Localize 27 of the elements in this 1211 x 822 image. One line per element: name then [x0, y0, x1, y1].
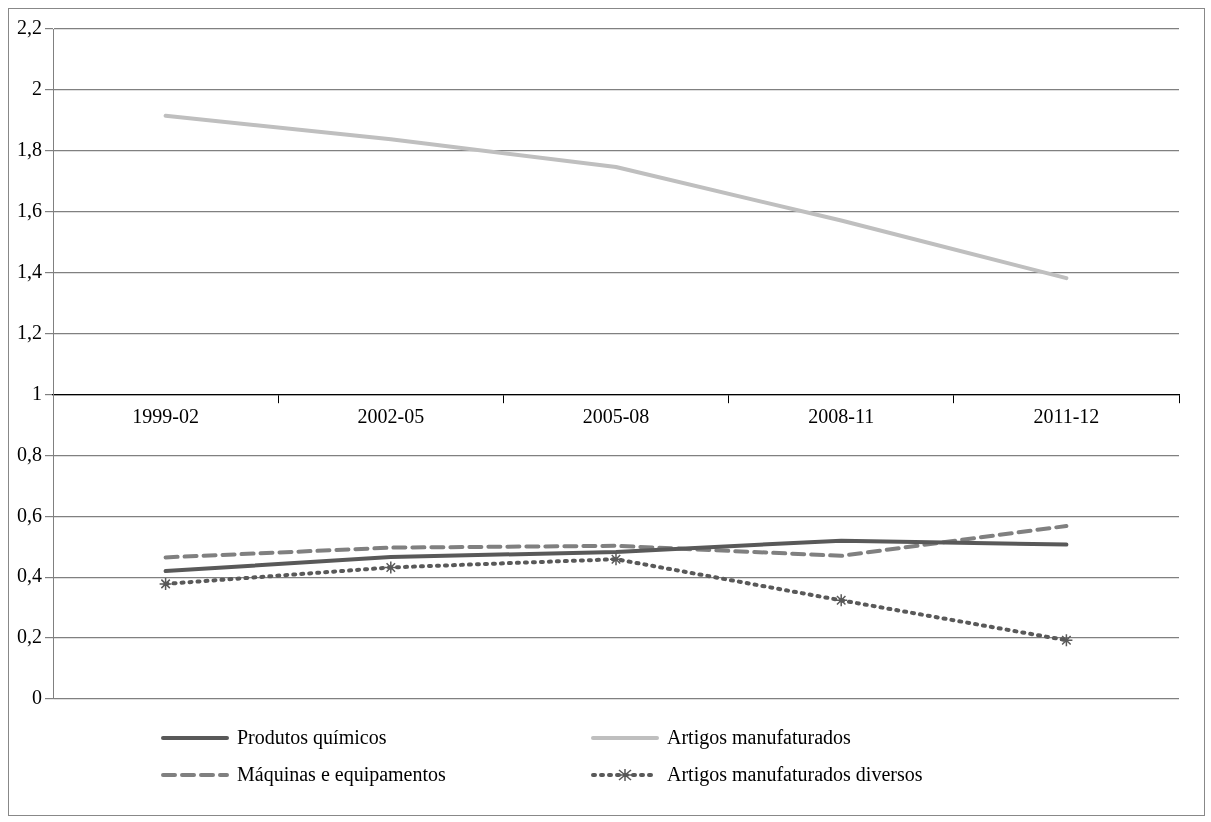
y-tick-label: 0,2 [17, 625, 42, 648]
y-tick-label: 1 [32, 381, 42, 404]
y-tick-label: 1,2 [17, 320, 42, 343]
x-tick-label: 2005-08 [582, 404, 650, 427]
legend-label: Produtos químicos [237, 726, 387, 749]
legend-label: Máquinas e equipamentos [237, 763, 446, 786]
point [384, 560, 398, 575]
y-tick-label: 0,4 [17, 564, 42, 587]
point [1059, 633, 1074, 647]
point [609, 552, 623, 566]
x-tick-label: 1999-02 [132, 404, 199, 427]
y-tick-label: 1,4 [17, 259, 42, 282]
y-tick-label: 2 [32, 77, 42, 100]
y-tick-label: 0 [32, 686, 42, 709]
x-tick-label: 2011-12 [1033, 404, 1100, 427]
y-tick-label: 1,8 [17, 138, 42, 161]
legend-label: Artigos manufaturados [667, 726, 851, 749]
x-tick-label: 2002-05 [357, 404, 425, 427]
legend-label: Artigos manufaturados diversos [667, 763, 923, 786]
line-series [163, 524, 1069, 560]
point [158, 577, 173, 591]
y-tick-label: 2,2 [17, 16, 42, 39]
y-tick-label: 0,8 [17, 442, 42, 465]
x-tick-label: 2008-11 [808, 404, 875, 427]
y-tick-label: 0,6 [17, 503, 42, 526]
point [834, 593, 848, 608]
y-tick-label: 1,6 [17, 198, 42, 221]
